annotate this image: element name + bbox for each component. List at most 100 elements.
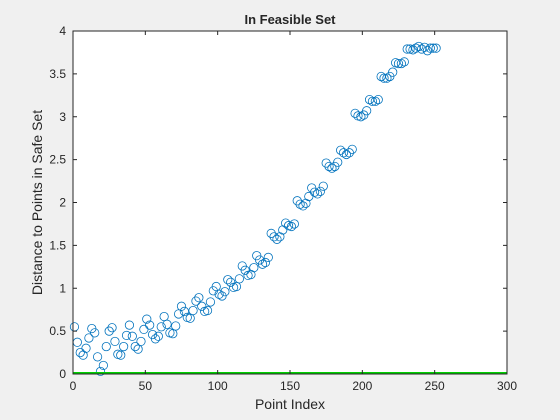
data-point <box>92 352 103 362</box>
data-point <box>98 360 108 371</box>
axes-background <box>73 31 507 374</box>
data-point <box>223 275 233 285</box>
data-point <box>95 366 106 377</box>
data-point <box>188 305 198 316</box>
y-tick-label: 1 <box>59 281 66 295</box>
data-point <box>78 350 88 360</box>
x-tick-label: 150 <box>280 379 300 393</box>
data-point <box>428 43 438 53</box>
data-point <box>295 199 305 209</box>
data-point <box>301 198 311 208</box>
data-point <box>116 350 126 360</box>
data-point <box>321 158 331 168</box>
data-point <box>205 297 216 307</box>
data-point <box>107 323 117 333</box>
data-point <box>298 201 308 211</box>
data-point <box>220 287 230 297</box>
y-tick-label: 4 <box>59 24 66 38</box>
data-point <box>356 112 366 122</box>
data-point <box>84 333 94 343</box>
data-point <box>388 67 398 77</box>
data-point <box>110 336 120 347</box>
x-tick-label: 250 <box>425 379 445 393</box>
x-tick-label: 300 <box>497 379 517 393</box>
x-tick-label: 100 <box>208 379 228 393</box>
data-point <box>393 58 404 69</box>
x-tick-label: 50 <box>139 379 153 393</box>
data-point <box>431 43 441 53</box>
data-point <box>234 274 244 284</box>
data-point <box>176 301 187 311</box>
data-point <box>266 228 276 238</box>
data-point <box>150 334 161 344</box>
data-point <box>121 330 132 341</box>
data-point <box>101 341 111 352</box>
data-point <box>257 259 268 269</box>
data-point <box>309 187 320 197</box>
data-point <box>414 41 424 52</box>
x-axis-label: Point Index <box>255 396 325 412</box>
data-point <box>347 144 357 154</box>
data-point <box>119 341 129 352</box>
y-tick-label: 2 <box>59 196 66 210</box>
data-point <box>202 305 213 316</box>
data-point <box>191 296 201 306</box>
data-point <box>324 161 334 172</box>
data-point <box>81 343 91 353</box>
data-point <box>396 58 406 69</box>
data-point <box>90 328 100 338</box>
data-point <box>263 252 273 262</box>
chart-title: In Feasible Set <box>244 12 336 27</box>
data-point <box>275 232 285 242</box>
data-point <box>312 189 323 199</box>
data-points <box>69 41 441 377</box>
data-point <box>127 331 137 341</box>
data-point <box>136 336 146 347</box>
data-point <box>145 320 155 330</box>
data-point <box>367 96 378 106</box>
data-point <box>260 257 271 268</box>
data-point <box>379 73 389 83</box>
y-tick-label: 2.5 <box>49 153 66 167</box>
x-tick-label: 200 <box>352 379 372 393</box>
axes-frame <box>72 30 508 375</box>
data-point <box>315 186 325 196</box>
data-point <box>318 181 328 191</box>
data-point <box>425 43 435 53</box>
data-point <box>422 46 433 56</box>
data-point <box>124 320 135 330</box>
data-point <box>214 289 224 299</box>
y-tick-label: 3.5 <box>49 67 66 81</box>
y-tick-label: 3 <box>59 110 66 124</box>
data-point <box>289 219 299 229</box>
data-point <box>341 149 352 160</box>
data-point <box>249 263 259 273</box>
x-tick-label: 0 <box>70 379 77 393</box>
data-point <box>194 293 204 303</box>
data-point <box>362 106 372 116</box>
data-point <box>350 108 360 118</box>
data-point <box>130 341 140 352</box>
data-point <box>269 232 279 242</box>
data-point <box>246 269 256 280</box>
data-point <box>171 321 181 331</box>
data-point <box>142 314 152 324</box>
y-tick-label: 0.5 <box>49 324 66 338</box>
data-point <box>104 326 114 336</box>
data-point <box>153 331 163 341</box>
data-point <box>373 95 383 105</box>
data-point <box>370 96 380 106</box>
data-point <box>327 163 337 173</box>
axis-ticks: 0 50 100 150 200 250 300 0 0.5 1 1.5 2 2.5 3 3.5 4 <box>49 24 517 393</box>
data-point <box>338 148 349 158</box>
data-point <box>272 234 282 244</box>
y-tick-label: 1.5 <box>49 238 66 252</box>
y-axis-label: Distance to Points in Safe Set <box>29 110 45 295</box>
data-point <box>156 322 166 332</box>
data-point <box>344 148 354 158</box>
data-point <box>399 57 409 67</box>
data-point <box>382 73 392 83</box>
data-point <box>162 319 172 329</box>
